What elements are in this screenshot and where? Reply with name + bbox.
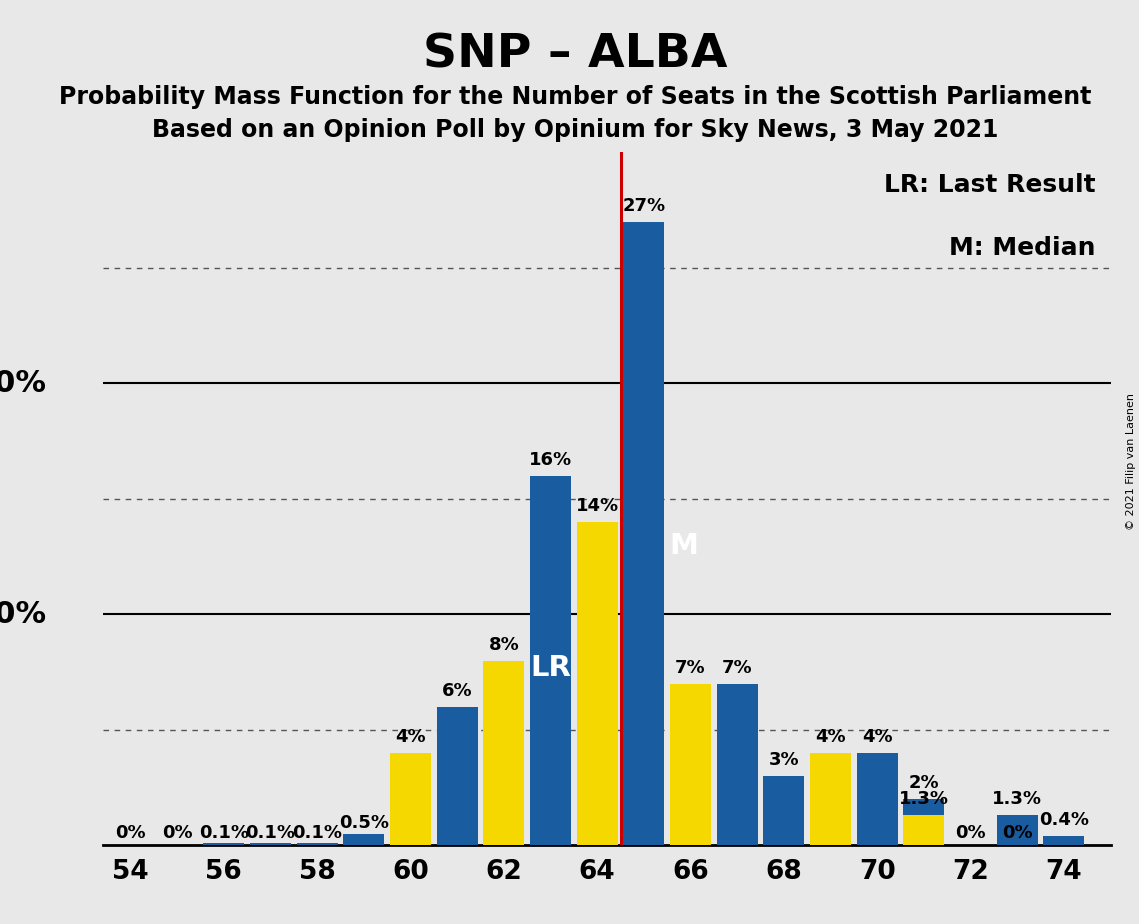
Bar [997, 816, 1038, 845]
Text: Based on an Opinion Poll by Opinium for Sky News, 3 May 2021: Based on an Opinion Poll by Opinium for … [151, 118, 999, 142]
Bar [249, 844, 292, 845]
Text: 3%: 3% [769, 751, 800, 769]
Text: 1.3%: 1.3% [899, 791, 949, 808]
Bar [623, 222, 664, 845]
Text: 0.1%: 0.1% [246, 824, 295, 842]
Bar [670, 684, 711, 845]
Bar [204, 844, 245, 845]
Bar [530, 476, 571, 845]
Text: 7%: 7% [722, 659, 753, 676]
Bar [576, 522, 617, 845]
Text: 10%: 10% [0, 600, 47, 629]
Text: LR: LR [530, 654, 571, 682]
Text: 6%: 6% [442, 682, 473, 700]
Bar [903, 816, 944, 845]
Bar [296, 844, 338, 845]
Text: Probability Mass Function for the Number of Seats in the Scottish Parliament: Probability Mass Function for the Number… [59, 85, 1091, 109]
Text: 0.1%: 0.1% [199, 824, 248, 842]
Text: 4%: 4% [862, 728, 893, 747]
Text: 20%: 20% [0, 369, 47, 398]
Text: 0.4%: 0.4% [1039, 811, 1089, 830]
Bar [857, 753, 898, 845]
Bar [716, 684, 757, 845]
Bar [343, 834, 384, 845]
Text: 1.3%: 1.3% [992, 791, 1042, 808]
Text: 14%: 14% [575, 497, 618, 516]
Text: M: Median: M: Median [949, 236, 1096, 260]
Bar [483, 661, 524, 845]
Text: 7%: 7% [675, 659, 706, 676]
Text: 4%: 4% [395, 728, 426, 747]
Text: LR: Last Result: LR: Last Result [884, 174, 1096, 197]
Text: 0%: 0% [1002, 824, 1032, 842]
Text: 4%: 4% [816, 728, 846, 747]
Bar [1043, 836, 1084, 845]
Text: M: M [670, 532, 698, 560]
Bar [763, 776, 804, 845]
Bar [436, 707, 477, 845]
Text: 0%: 0% [162, 824, 192, 842]
Bar [810, 753, 851, 845]
Text: 0.1%: 0.1% [293, 824, 342, 842]
Text: 8%: 8% [489, 636, 519, 654]
Text: 27%: 27% [622, 197, 665, 214]
Text: 0%: 0% [115, 824, 146, 842]
Text: 0%: 0% [956, 824, 986, 842]
Bar [390, 753, 431, 845]
Bar [903, 799, 944, 845]
Text: SNP – ALBA: SNP – ALBA [423, 32, 728, 78]
Text: 0.5%: 0.5% [338, 814, 388, 832]
Text: 2%: 2% [909, 774, 940, 793]
Text: © 2021 Filip van Laenen: © 2021 Filip van Laenen [1125, 394, 1136, 530]
Text: 16%: 16% [528, 451, 572, 469]
